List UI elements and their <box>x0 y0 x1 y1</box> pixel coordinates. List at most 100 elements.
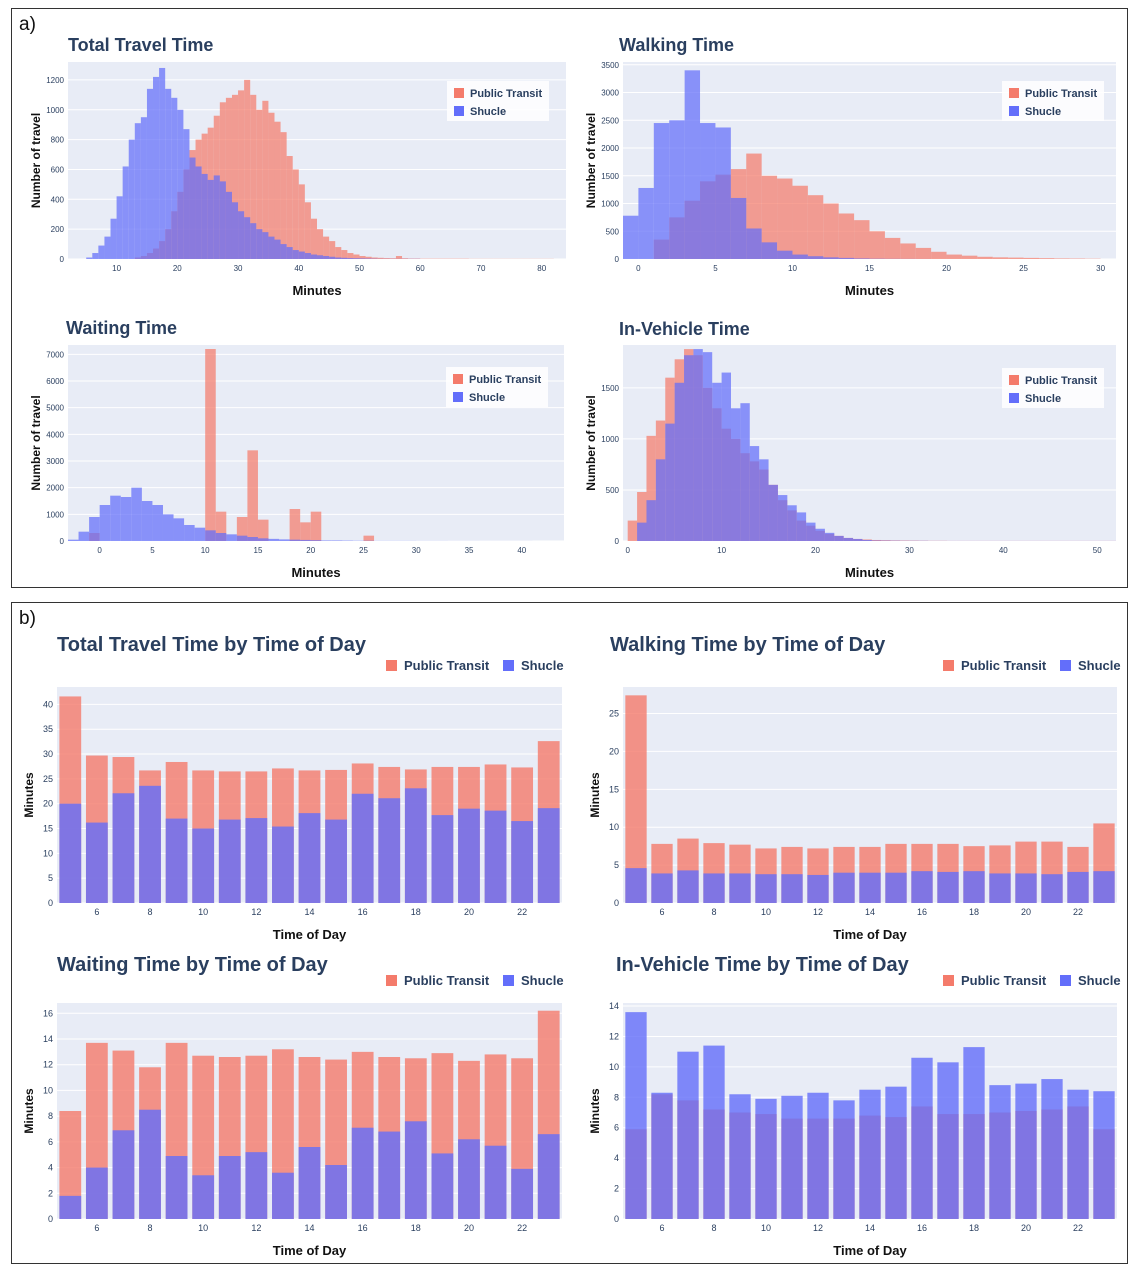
invehicle_by_hour-bar-shucle <box>703 1045 725 1219</box>
invehicle_by_hour-bar-shucle <box>755 1098 777 1219</box>
total_travel_hist-ytick-label: 1000 <box>46 106 64 115</box>
invehicle_by_hour-legend-swatch-shucle <box>1060 975 1071 986</box>
invehicle_by_hour-bar-shucle <box>1041 1079 1063 1219</box>
total_travel_hist-bar-transit <box>256 109 263 260</box>
waiting_hist-bar-shucle <box>289 539 301 541</box>
walking_by_hour-bar-shucle <box>703 873 725 903</box>
total_travel_hist-bar-shucle <box>177 109 184 260</box>
total_travel_hist-bar-shucle <box>292 250 299 259</box>
total_travel_hist-bar-shucle <box>134 123 141 259</box>
invehicle_hist-bar-transit <box>637 492 647 541</box>
walking_by_hour-legend-swatch-shucle <box>1060 660 1071 671</box>
total_travel_hist-bar-transit <box>377 257 384 259</box>
total_by_hour-bar-shucle <box>165 818 188 903</box>
invehicle_hist-xtick-label: 0 <box>625 546 630 555</box>
invehicle_by_hour-ytick-label: 6 <box>614 1123 619 1133</box>
invehicle_hist-bar-shucle <box>674 382 685 541</box>
walking_hist-bar-transit <box>931 251 947 259</box>
walking_hist-bar-transit <box>884 237 901 259</box>
total_travel_hist-bar-transit <box>225 97 232 260</box>
walking_by_hour-bar-shucle <box>1067 871 1089 903</box>
walking_hist-bar-shucle <box>653 123 670 259</box>
total_travel_hist-bar-shucle <box>201 173 208 259</box>
total_by_hour-legend-swatch-transit <box>386 660 397 671</box>
total_by_hour-ytick-label: 30 <box>43 749 53 759</box>
walking_hist-xtick-label: 30 <box>1096 264 1105 273</box>
invehicle_by_hour-xtick-label: 20 <box>1021 1223 1031 1233</box>
walking_hist-bar-shucle <box>638 187 654 259</box>
total_by_hour-bar-shucle <box>272 826 294 903</box>
waiting_by_hour-bar-shucle <box>85 1167 108 1219</box>
walking_hist-bar-shucle <box>746 228 762 259</box>
invehicle_hist-bar-shucle <box>637 522 647 541</box>
walking_by_hour-bar-shucle <box>677 870 699 903</box>
walking_hist-legend-label-shucle: Shucle <box>1025 106 1061 118</box>
walking_by_hour-bar-shucle <box>911 871 933 903</box>
waiting_by_hour-bar-shucle <box>351 1127 374 1219</box>
total_travel_hist-bar-transit <box>244 79 251 259</box>
walking_by_hour-xlabel: Time of Day <box>833 927 907 942</box>
total_travel_hist-bar-transit <box>323 236 330 259</box>
invehicle_by_hour-bar-shucle <box>859 1089 881 1219</box>
invehicle_by_hour-bar-shucle <box>937 1062 959 1219</box>
walking_by_hour-bar-shucle <box>963 871 985 903</box>
waiting_hist-xtick-label: 40 <box>517 546 526 555</box>
walking_hist-bar-shucle <box>730 197 747 259</box>
waiting_by_hour-bar-shucle <box>139 1109 161 1219</box>
waiting_by_hour-bar-shucle <box>511 1168 534 1219</box>
invehicle_by_hour-bar-shucle <box>989 1085 1011 1219</box>
total_travel_hist-bar-shucle <box>183 129 190 259</box>
waiting_by_hour-bar-shucle <box>537 1134 560 1219</box>
waiting_hist-bar-shucle <box>268 538 280 541</box>
invehicle_hist-bar-transit <box>646 435 656 541</box>
total_travel_hist-bar-shucle <box>323 256 330 259</box>
walking_by_hour-legend-label-transit: Public Transit <box>961 658 1047 673</box>
waiting_by_hour-xtick-label: 14 <box>304 1223 314 1233</box>
waiting_by_hour-chart: Waiting Time by Time of Day 0 2 4 6 8 10 12 14 16… <box>22 954 564 1258</box>
invehicle_hist-bar-shucle <box>655 459 666 541</box>
waiting_hist-bar-shucle <box>78 531 90 541</box>
total_by_hour-xtick-label: 6 <box>94 907 99 917</box>
waiting_by_hour-bar-transit <box>59 1111 82 1219</box>
waiting_by_hour-xtick-label: 20 <box>464 1223 474 1233</box>
total_travel_hist-bar-transit <box>347 253 354 259</box>
walking_by_hour-ytick-label: 5 <box>614 860 619 870</box>
waiting_by_hour-bar-shucle <box>192 1175 215 1219</box>
total_travel_hist-bar-transit <box>286 156 293 259</box>
waiting_by_hour-ytick-label: 8 <box>48 1111 53 1121</box>
waiting_by_hour-ytick-label: 6 <box>48 1137 53 1147</box>
total_travel_hist-bar-shucle <box>317 255 324 259</box>
waiting_hist-title: Waiting Time <box>66 318 177 338</box>
walking_by_hour-bar-transit <box>625 695 647 903</box>
walking_by_hour-bar-shucle <box>1015 873 1037 903</box>
total_by_hour-bar-shucle <box>511 821 534 903</box>
total_travel_hist-ytick-label: 200 <box>51 225 65 234</box>
waiting_by_hour-bar-shucle <box>484 1145 507 1219</box>
waiting_by_hour-bar-shucle <box>404 1121 427 1219</box>
total_by_hour-legend-label-shucle: Shucle <box>521 658 564 673</box>
total_travel_hist-legend-label-shucle: Shucle <box>470 106 506 118</box>
walking_hist-bar-shucle <box>684 70 701 259</box>
waiting_hist-ylabel: Number of travel <box>29 395 43 490</box>
invehicle_by_hour-title: In-Vehicle Time by Time of Day <box>616 954 910 976</box>
waiting_by_hour-legend-swatch-transit <box>386 975 397 986</box>
walking_hist-bar-transit <box>1038 258 1055 259</box>
walking_by_hour-ylabel: Minutes <box>588 772 602 818</box>
invehicle_by_hour-ylabel: Minutes <box>588 1088 602 1134</box>
waiting_hist-ytick-label: 6000 <box>46 377 64 386</box>
walking_hist-bar-transit <box>792 185 808 259</box>
total_by_hour-xtick-label: 16 <box>358 907 368 917</box>
total_by_hour-bar-shucle <box>85 822 108 903</box>
waiting_by_hour-xtick-label: 12 <box>251 1223 261 1233</box>
panel-b-label: b) <box>19 608 36 629</box>
invehicle_hist-title: In-Vehicle Time <box>619 319 750 339</box>
total_by_hour-bar-shucle <box>431 815 454 903</box>
walking_hist-bar-shucle <box>700 123 716 259</box>
waiting_hist-bar-shucle <box>131 487 142 541</box>
invehicle_hist-bar-shucle <box>853 538 863 541</box>
invehicle_hist-legend-swatch-shucle <box>1009 393 1019 403</box>
waiting_hist-bar-transit <box>363 535 375 541</box>
invehicle_hist-bar-shucle <box>871 540 882 541</box>
total_travel_hist-bar-shucle <box>86 257 93 259</box>
total_travel_hist-xtick-label: 50 <box>355 264 364 273</box>
